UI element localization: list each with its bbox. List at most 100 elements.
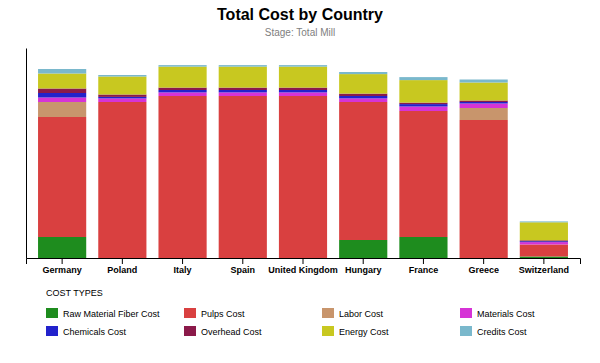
bar-segment <box>339 96 387 98</box>
series <box>38 96 568 258</box>
bar-segment <box>399 77 447 80</box>
x-tick-label: Greece <box>468 265 499 275</box>
x-tick-label: Poland <box>107 265 137 275</box>
bar-segment <box>399 111 447 237</box>
bar-segment <box>98 75 146 77</box>
x-tick-mark <box>423 258 424 264</box>
legend-label: Chemicals Cost <box>63 327 127 337</box>
bar-segment <box>339 72 387 74</box>
legend-item: Materials Cost <box>460 308 535 319</box>
legend-label: Labor Cost <box>339 309 384 319</box>
x-axis: Germany Poland Italy Spain United Kingdom Hun… <box>27 258 581 275</box>
legend-item: Labor Cost <box>322 308 384 319</box>
bar-segment <box>399 103 447 105</box>
bar-segment <box>219 96 267 258</box>
bar-segment <box>98 77 146 95</box>
bar-segment <box>158 65 206 67</box>
bar-segment <box>399 237 447 258</box>
plot: Germany Poland Italy Spain United Kingdom Hun… <box>27 49 581 276</box>
bar-segment <box>158 67 206 88</box>
x-tick-mark <box>483 258 484 264</box>
legend-swatch <box>46 308 58 318</box>
legend-title: COST TYPES <box>46 288 103 298</box>
x-tick-label: Hungary <box>345 265 382 275</box>
series <box>38 92 568 244</box>
bar-segment <box>520 241 568 243</box>
bar-segment <box>158 90 206 92</box>
bar-segment <box>38 93 86 98</box>
legend-item: Chemicals Cost <box>46 326 127 337</box>
x-tick-mark <box>303 258 304 264</box>
legend-label: Overhead Cost <box>201 327 262 337</box>
legend-swatch <box>460 308 472 318</box>
x-tick: Switzerland <box>519 258 569 275</box>
bar-segment <box>98 102 146 258</box>
x-tick-mark <box>62 258 63 264</box>
bar-segment <box>219 92 267 96</box>
legend-item: Overhead Cost <box>184 326 262 337</box>
subtitle: Stage: Total Mill <box>265 27 335 38</box>
bar-segment <box>460 80 508 83</box>
x-tick-mark <box>242 258 243 264</box>
legend-label: Raw Material Fiber Cost <box>63 309 160 319</box>
x-tick: Italy <box>174 258 192 275</box>
bar-segment <box>399 104 447 106</box>
x-tick: France <box>409 258 439 275</box>
x-tick: Hungary <box>345 258 382 275</box>
x-tick: United Kingdom <box>268 258 338 275</box>
x-tick-label: Spain <box>231 265 256 275</box>
title: Total Cost by Country <box>217 6 383 23</box>
legend-swatch <box>322 308 334 318</box>
bar-segment <box>38 69 86 74</box>
bar-segment <box>279 90 327 92</box>
series <box>38 67 568 241</box>
x-tick-label: United Kingdom <box>268 265 338 275</box>
legend-item: Pulps Cost <box>184 308 245 319</box>
bar-segment <box>38 89 86 94</box>
bar-segment <box>460 102 508 104</box>
legend-item: Raw Material Fiber Cost <box>46 308 160 319</box>
x-axis-line <box>27 259 581 265</box>
bar-segment <box>339 74 387 94</box>
legend-item: Credits Cost <box>460 326 527 337</box>
bar-segment <box>38 102 86 117</box>
bar-segment <box>460 120 508 258</box>
legend-swatch <box>46 326 58 336</box>
x-tick-mark <box>543 258 544 264</box>
x-tick-label: Germany <box>43 265 82 275</box>
bar-segment <box>38 74 86 89</box>
bar-segment <box>339 94 387 96</box>
legend-label: Materials Cost <box>477 309 535 319</box>
legend-swatch <box>184 326 196 336</box>
x-tick-mark <box>363 258 364 264</box>
series <box>38 65 568 222</box>
bar-segment <box>219 67 267 88</box>
bar-segment <box>399 107 447 112</box>
bar-segment <box>520 257 568 259</box>
series <box>38 88 568 242</box>
bar-segment <box>38 98 86 103</box>
bar-segment <box>219 90 267 92</box>
x-tick-mark <box>182 258 183 264</box>
bar-segment <box>158 96 206 258</box>
bar-segment <box>279 88 327 90</box>
bar-segment <box>279 92 327 96</box>
bar-segment <box>98 97 146 99</box>
series <box>38 90 568 242</box>
x-tick-label: France <box>409 265 439 275</box>
bar-segment <box>158 92 206 96</box>
x-tick-label: Italy <box>174 265 192 275</box>
bar-segment <box>339 240 387 258</box>
bar-segment <box>399 80 447 103</box>
bar-segment <box>520 245 568 257</box>
bar-segment <box>219 88 267 90</box>
bar-segment <box>219 65 267 67</box>
y-axis-line <box>26 49 27 259</box>
bar-segment <box>279 67 327 88</box>
legend-label: Energy Cost <box>339 327 389 337</box>
legend-label: Pulps Cost <box>201 309 245 319</box>
series <box>38 102 508 120</box>
legend-swatch <box>322 326 334 336</box>
x-tick: Germany <box>43 258 82 275</box>
bar-segment <box>279 65 327 67</box>
